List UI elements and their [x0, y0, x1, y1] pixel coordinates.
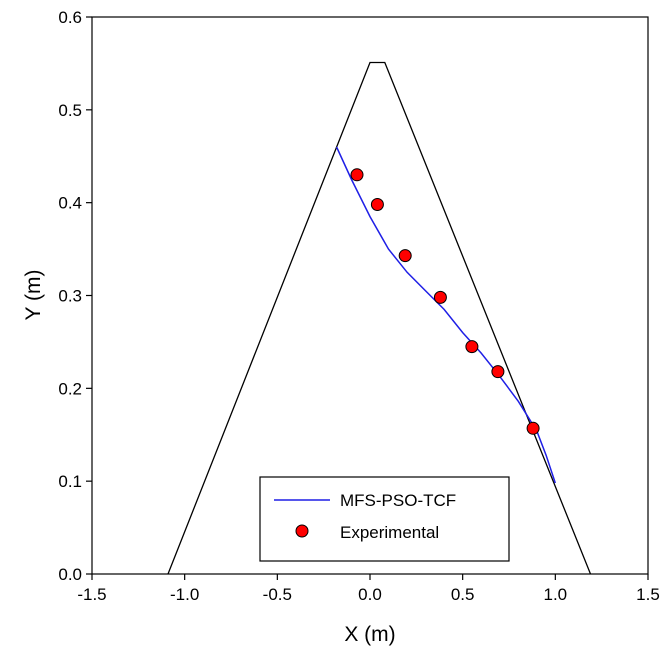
data-point-experimental — [370, 198, 384, 211]
y-tick-label: 0.3 — [58, 287, 82, 306]
legend-marker-swatch — [295, 524, 309, 538]
legend-box — [259, 476, 510, 562]
x-tick-label: -1.5 — [77, 585, 106, 604]
series-line-mfs-pso-tcf — [335, 146, 557, 484]
series-layer — [335, 146, 557, 484]
data-point-experimental — [398, 249, 412, 263]
x-tick-label: -0.5 — [263, 585, 292, 604]
y-tick-label: 0.1 — [58, 472, 82, 491]
legend-label-marker: Experimental — [340, 523, 439, 542]
x-tick-label: 0.5 — [451, 585, 475, 604]
data-point-experimental — [350, 168, 364, 182]
x-tick-label: 1.0 — [544, 585, 568, 604]
y-axis: 0.0 0.1 0.2 0.3 0.4 0.5 0.6 — [58, 8, 92, 584]
data-point-experimental — [491, 365, 505, 379]
data-point-experimental — [433, 290, 447, 304]
x-axis-title: X (m) — [344, 623, 395, 646]
legend-label-line: MFS-PSO-TCF — [340, 491, 456, 510]
trapezoid-outline — [167, 61, 592, 575]
y-tick-label: 0.2 — [58, 379, 82, 398]
y-tick-label: 0.6 — [58, 8, 82, 27]
data-point-experimental — [465, 340, 479, 354]
x-tick-label: -1.0 — [170, 585, 199, 604]
y-tick-label: 0.4 — [58, 194, 82, 213]
legend: MFS-PSO-TCF Experimental — [259, 476, 510, 562]
y-axis-title: Y (m) — [22, 270, 45, 321]
x-axis: -1.5 -1.0 -0.5 0.0 0.5 1.0 1.5 — [77, 574, 660, 604]
y-tick-label: 0.5 — [58, 101, 82, 120]
y-tick-label: 0.0 — [58, 565, 82, 584]
data-point-experimental — [526, 421, 540, 435]
x-tick-label: 0.0 — [358, 585, 382, 604]
x-tick-label: 1.5 — [636, 585, 660, 604]
